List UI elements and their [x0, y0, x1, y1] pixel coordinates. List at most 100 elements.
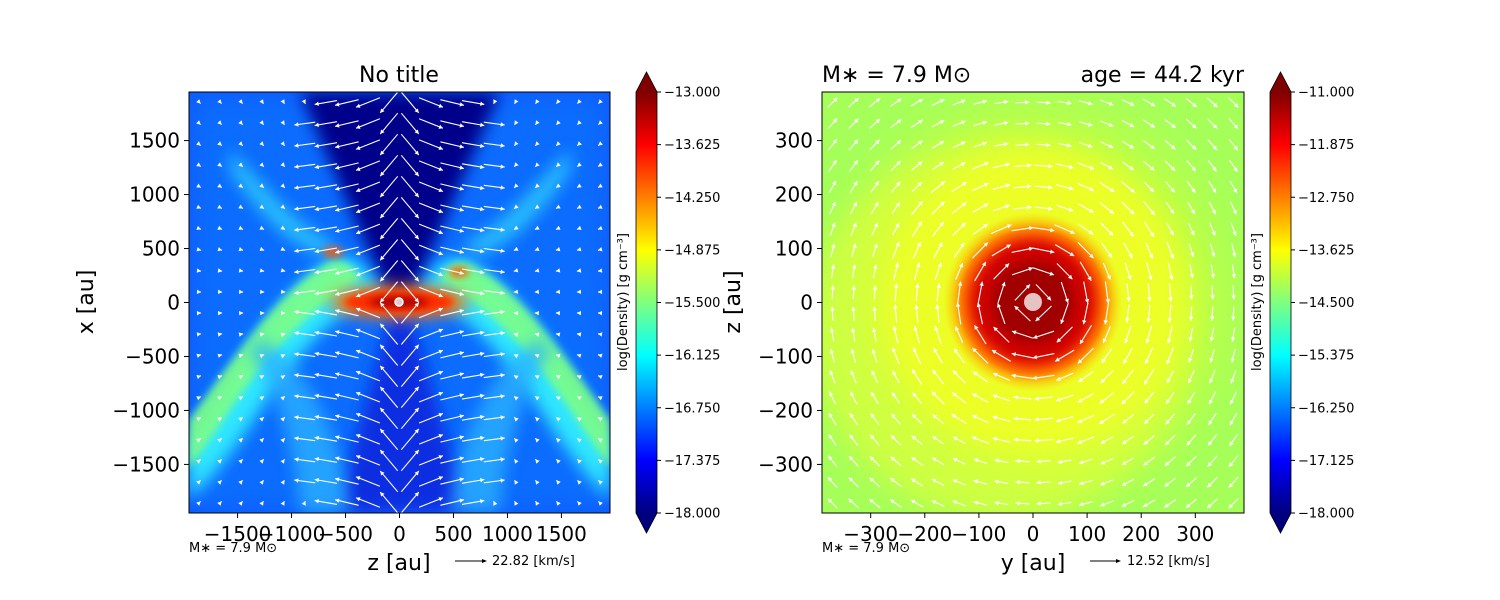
velocity-arrowhead: [335, 102, 340, 107]
velocity-arrowhead: [259, 204, 264, 209]
velocity-arrow: [379, 407, 399, 430]
velocity-arrow: [440, 457, 465, 464]
velocity-arrowhead: [259, 417, 264, 422]
velocity-arrowhead: [931, 479, 937, 483]
velocity-arrow: [440, 435, 465, 443]
velocity-arrowhead: [380, 150, 385, 155]
velocity-arrowhead: [830, 306, 835, 311]
x-tick-label: 100: [1068, 522, 1106, 546]
velocity-arrowhead: [514, 438, 519, 443]
velocity-arrowhead: [1188, 378, 1192, 384]
velocity-arrowhead: [1211, 252, 1216, 257]
velocity-arrowhead: [301, 99, 306, 104]
velocity-arrowhead: [992, 436, 997, 442]
velocity-arrowhead: [459, 123, 464, 128]
velocity-arrow: [400, 323, 420, 345]
velocity-arrowhead: [480, 291, 485, 296]
colorbar-right: −11.000 −11.875 −12.750 −13.625 −14.500 −15.3…: [1250, 71, 1354, 534]
velocity-arrowhead: [972, 415, 977, 419]
velocity-arrowhead: [380, 171, 385, 177]
velocity-arrowhead: [438, 145, 443, 150]
velocity-arrowhead: [598, 459, 603, 464]
velocity-arrowhead: [935, 304, 940, 309]
velocity-arrowhead: [1032, 375, 1037, 380]
velocity-arrowhead: [335, 330, 340, 335]
velocity-arrowhead: [500, 310, 505, 315]
velocity-arrowhead: [500, 269, 505, 274]
velocity-arrowhead: [1006, 244, 1011, 249]
velocity-arrowhead: [335, 372, 340, 377]
velocity-arrowhead: [913, 326, 918, 331]
velocity-arrowhead: [535, 183, 540, 188]
velocity-arrowhead: [414, 108, 419, 113]
velocity-arrowhead: [994, 458, 999, 463]
velocity-arrowhead: [576, 289, 581, 294]
velocity-arrowhead: [438, 209, 443, 214]
velocity-arrowhead: [983, 223, 988, 228]
velocity-key-left: 22.82 [km/s]: [455, 554, 575, 569]
velocity-arrowhead: [577, 438, 582, 443]
velocity-arrowhead: [196, 289, 201, 294]
velocity-arrowhead: [895, 223, 900, 228]
velocity-arrowhead: [960, 141, 966, 146]
velocity-arrowhead: [356, 391, 361, 396]
velocity-arrowhead: [1089, 253, 1094, 259]
velocity-arrowhead: [1233, 188, 1237, 193]
velocity-arrowhead: [335, 456, 340, 461]
velocity-arrowhead: [891, 392, 896, 397]
y-tick-label: −300: [758, 452, 813, 476]
velocity-arrow: [418, 349, 444, 361]
velocity-arrowhead: [890, 456, 895, 461]
velocity-arrowhead: [294, 206, 299, 211]
velocity-arrowhead: [1057, 459, 1063, 464]
velocity-arrowhead: [933, 347, 938, 353]
x-axis-label-left: z [au]: [367, 551, 430, 576]
velocity-arrow: [334, 414, 359, 422]
velocity-arrowhead: [869, 477, 874, 482]
velocity-arrowhead: [1056, 338, 1062, 343]
velocity-arrowhead: [196, 268, 201, 273]
velocity-arrowhead: [1147, 297, 1152, 302]
velocity-arrowhead: [598, 204, 603, 209]
velocity-arrowhead: [931, 391, 937, 396]
velocity-arrowhead: [217, 353, 222, 358]
velocity-arrowhead: [480, 122, 485, 127]
velocity-arrowhead: [480, 478, 485, 483]
velocity-arrowhead: [892, 370, 897, 376]
velocity-arrowhead: [356, 476, 361, 481]
velocity-arrow: [355, 349, 381, 361]
velocity-arrowhead: [917, 161, 923, 166]
colorbar-gradient-left: [636, 92, 657, 513]
velocity-arrowhead: [380, 297, 385, 303]
velocity-arrow: [400, 344, 420, 366]
velocity-arrowhead: [555, 268, 561, 273]
velocity-arrowhead: [992, 394, 998, 399]
velocity-arrowhead: [238, 225, 243, 230]
velocity-arrowhead: [1233, 167, 1238, 172]
velocity-arrowhead: [1186, 441, 1191, 446]
velocity-arrow: [418, 265, 444, 277]
velocity-arrowhead: [832, 118, 838, 123]
velocity-arrowhead: [854, 118, 859, 124]
velocity-arrowhead: [259, 396, 264, 401]
velocity-arrowhead: [1148, 275, 1153, 280]
velocity-arrowhead: [335, 414, 340, 419]
velocity-arrowhead: [1167, 318, 1172, 323]
velocity-arrowhead: [356, 209, 361, 214]
velocity-arrowhead: [994, 500, 999, 506]
velocity-arrowhead: [259, 120, 264, 125]
velocity-arrowhead: [1013, 437, 1018, 442]
velocity-arrowhead: [577, 459, 582, 464]
velocity-arrowhead: [869, 456, 875, 461]
velocity-arrowhead: [380, 302, 385, 308]
velocity-arrowhead: [280, 162, 285, 167]
velocity-arrow: [418, 97, 444, 108]
velocity-arrowhead: [438, 251, 443, 256]
velocity-arrowhead: [1036, 480, 1041, 485]
velocity-arrowhead: [280, 141, 285, 146]
y-tick-label: −500: [125, 344, 180, 368]
velocity-arrowhead: [514, 204, 519, 209]
velocity-arrowhead: [1166, 359, 1171, 365]
velocity-arrow: [379, 449, 399, 472]
velocity-arrow: [379, 175, 399, 198]
